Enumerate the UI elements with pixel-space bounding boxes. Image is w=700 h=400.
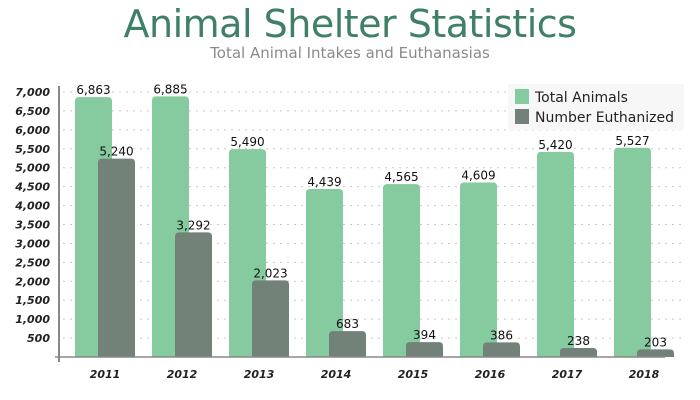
data-label: 5,420 bbox=[538, 138, 572, 152]
bar-number-euthanized-2014 bbox=[329, 331, 366, 357]
y-axis: 500 1,000 1,500 2,000 2,500 3,000 3,500 4,000 4,… bbox=[14, 86, 60, 362]
data-label: 238 bbox=[567, 334, 590, 348]
bar-total-animals-2015 bbox=[383, 184, 420, 357]
data-label: 5,527 bbox=[615, 134, 649, 148]
y-tick-label: 2,500 bbox=[15, 256, 50, 269]
x-tick-label: 2018 bbox=[629, 368, 660, 381]
bar-number-euthanized-2018 bbox=[637, 349, 674, 357]
y-tick-label: 5,000 bbox=[15, 162, 50, 175]
chart-title: Animal Shelter Statistics bbox=[123, 2, 577, 46]
legend-label-total-animals: Total Animals bbox=[534, 90, 628, 106]
data-label: 4,439 bbox=[307, 175, 341, 189]
x-tick-label: 2011 bbox=[90, 368, 121, 381]
legend-label-number-euthanized: Number Euthanized bbox=[535, 110, 674, 126]
data-label: 4,609 bbox=[461, 169, 495, 183]
legend-swatch-number-euthanized bbox=[515, 109, 529, 124]
bar-number-euthanized-2016 bbox=[483, 342, 520, 357]
legend: Total Animals Number Euthanized bbox=[508, 84, 684, 130]
data-label: 203 bbox=[644, 335, 667, 349]
legend-background bbox=[508, 84, 684, 130]
bar-number-euthanized-2015 bbox=[406, 342, 443, 357]
y-tick-label: 500 bbox=[27, 332, 50, 345]
x-tick-label: 2014 bbox=[321, 368, 352, 381]
data-label: 6,863 bbox=[76, 83, 110, 97]
data-label: 6,885 bbox=[153, 82, 187, 96]
bar-total-animals-2018 bbox=[614, 147, 651, 357]
x-tick-label: 2012 bbox=[167, 368, 198, 381]
data-label: 3,292 bbox=[176, 218, 210, 232]
x-tick-label: 2015 bbox=[398, 368, 429, 381]
y-tick-label: 3,000 bbox=[15, 237, 50, 250]
y-tick-label: 5,500 bbox=[15, 143, 50, 156]
data-label: 394 bbox=[413, 328, 436, 342]
y-tick-label: 3,500 bbox=[15, 219, 50, 232]
x-tick-label: 2017 bbox=[552, 368, 583, 381]
bar-number-euthanized-2017 bbox=[560, 347, 597, 357]
x-axis: 2011 2012 2013 2014 2015 2016 2017 2018 bbox=[55, 356, 665, 381]
bar-number-euthanized-2011 bbox=[98, 158, 135, 357]
y-tick-label: 1,000 bbox=[15, 313, 50, 326]
bar-number-euthanized-2012 bbox=[175, 232, 212, 357]
bar-total-animals-2017 bbox=[537, 151, 574, 357]
y-tick-label: 7,000 bbox=[15, 86, 50, 99]
bar-number-euthanized-2013 bbox=[252, 280, 289, 357]
x-tick-label: 2016 bbox=[475, 368, 506, 381]
data-label: 5,240 bbox=[99, 145, 133, 159]
legend-swatch-total-animals bbox=[515, 89, 529, 104]
chart-subtitle: Total Animal Intakes and Euthanasias bbox=[210, 44, 490, 62]
y-tick-label: 6,000 bbox=[15, 124, 50, 137]
data-label: 386 bbox=[490, 328, 513, 342]
data-label: 683 bbox=[336, 317, 359, 331]
y-tick-label: 2,000 bbox=[15, 275, 50, 288]
bar-total-animals-2016 bbox=[460, 182, 497, 357]
y-tick-label: 6,500 bbox=[15, 105, 50, 118]
bars: 6,863 6,885 5,490 4,439 4,565 4,609 5,420 5,527… bbox=[75, 82, 674, 357]
data-label: 5,490 bbox=[230, 135, 264, 149]
x-tick-label: 2013 bbox=[244, 368, 275, 381]
bar-total-animals-2014 bbox=[306, 188, 343, 357]
data-label: 2,023 bbox=[253, 266, 287, 280]
y-tick-label: 1,500 bbox=[15, 294, 50, 307]
y-tick-label: 4,000 bbox=[14, 200, 50, 213]
y-tick-label: 4,500 bbox=[14, 181, 50, 194]
data-label: 4,565 bbox=[384, 170, 418, 184]
